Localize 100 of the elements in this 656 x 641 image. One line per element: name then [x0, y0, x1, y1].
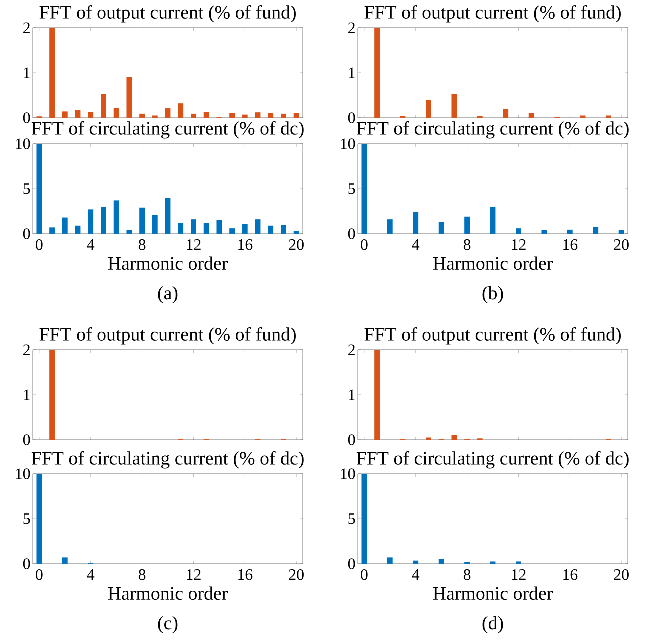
x-tick-label: 8 [138, 240, 146, 250]
chart-title: FFT of output current (% of fund) [364, 5, 621, 23]
chart-title: FFT of output current (% of fund) [40, 5, 296, 23]
bar [114, 108, 120, 118]
bar [230, 228, 235, 234]
x-tick-label: 4 [87, 240, 95, 250]
y-tick-label: 10 [341, 138, 356, 150]
bar [387, 558, 393, 564]
y-tick-label: 0 [348, 228, 356, 240]
bar [191, 220, 196, 234]
bar [75, 226, 81, 234]
bar [165, 108, 171, 118]
bar [464, 216, 470, 234]
chart-title: FFT of circulating current (% of dc) [356, 121, 629, 139]
bar [268, 226, 274, 234]
bar [50, 28, 55, 118]
bar [126, 230, 132, 234]
y-tick-label: 10 [341, 468, 356, 480]
bar [255, 112, 261, 118]
bar [62, 558, 68, 564]
bar [88, 112, 94, 118]
bar [413, 560, 419, 564]
bar [152, 215, 158, 234]
x-tick-label: 4 [412, 570, 420, 580]
y-tick-label: 0 [348, 434, 356, 446]
bar [362, 474, 368, 564]
bar [503, 108, 509, 118]
x-axis-title: Harmonic order [433, 586, 554, 600]
bar [438, 559, 444, 564]
y-tick-label: 0 [23, 558, 30, 570]
chart-title: FFT of circulating current (% of dc) [32, 451, 304, 469]
bar [542, 230, 548, 234]
bar [413, 212, 419, 234]
x-tick-label: 12 [512, 240, 526, 250]
x-axis-title: Harmonic order [108, 256, 228, 270]
text: (c) [158, 616, 178, 634]
y-tick-label: 2 [348, 22, 355, 34]
bar [452, 435, 458, 440]
bar [140, 208, 145, 234]
x-tick-label: 0 [36, 240, 43, 250]
y-tick-label: 10 [16, 468, 30, 480]
y-tick-label: 1 [24, 390, 30, 400]
x-tick-label: 20 [289, 240, 304, 250]
y-tick-label: 5 [24, 184, 30, 194]
x-tick-label: 12 [187, 240, 201, 250]
bar [490, 206, 496, 234]
bar [281, 224, 286, 234]
x-tick-label: 20 [289, 570, 304, 580]
text: (d) [482, 616, 504, 634]
text: (b) [482, 286, 504, 304]
y-tick-label: 1 [349, 390, 355, 400]
bar [191, 114, 196, 118]
bar [101, 206, 106, 234]
bar [255, 220, 261, 234]
bar [178, 223, 184, 234]
bar [242, 114, 248, 118]
bar [165, 198, 171, 234]
bar [204, 112, 210, 118]
x-tick-label: 0 [361, 570, 368, 580]
bar [178, 104, 184, 118]
y-tick-label: 1 [24, 68, 30, 78]
bar [36, 474, 42, 564]
x-tick-label: 12 [512, 570, 526, 580]
bar [452, 94, 458, 118]
bar [268, 113, 274, 118]
y-tick-label: 0 [348, 112, 356, 124]
y-tick-label: 5 [348, 184, 356, 194]
x-tick-label: 20 [614, 570, 629, 580]
bar [528, 113, 534, 118]
y-tick-label: 5 [348, 514, 356, 524]
bar [281, 114, 286, 118]
y-tick-label: 0 [23, 228, 30, 240]
chart-title: FFT of circulating current (% of dc) [356, 451, 629, 469]
bar [593, 227, 599, 234]
y-tick-label: 1 [349, 68, 355, 78]
bar [374, 350, 380, 440]
x-tick-label: 12 [187, 570, 201, 580]
x-tick-label: 16 [238, 570, 253, 580]
bar [516, 228, 522, 234]
bar [36, 144, 42, 234]
y-tick-label: 2 [348, 344, 355, 356]
x-tick-label: 4 [412, 240, 420, 250]
bar [216, 220, 222, 234]
x-tick-label: 16 [564, 240, 578, 250]
bar [126, 77, 132, 118]
bar [242, 224, 248, 234]
x-axis-title: Harmonic order [108, 586, 228, 600]
bar [50, 228, 55, 234]
x-axis-title: Harmonic order [433, 256, 554, 270]
bar [294, 231, 300, 234]
x-tick-label: 0 [361, 240, 368, 250]
y-tick-label: 5 [24, 514, 30, 524]
chart-title: FFT of circulating current (% of dc) [32, 121, 304, 139]
bar [62, 112, 68, 118]
bar [204, 223, 210, 234]
bar [140, 114, 145, 118]
bar [374, 28, 380, 118]
x-tick-label: 0 [36, 570, 43, 580]
x-tick-label: 16 [238, 240, 253, 250]
y-tick-label: 0 [348, 558, 356, 570]
